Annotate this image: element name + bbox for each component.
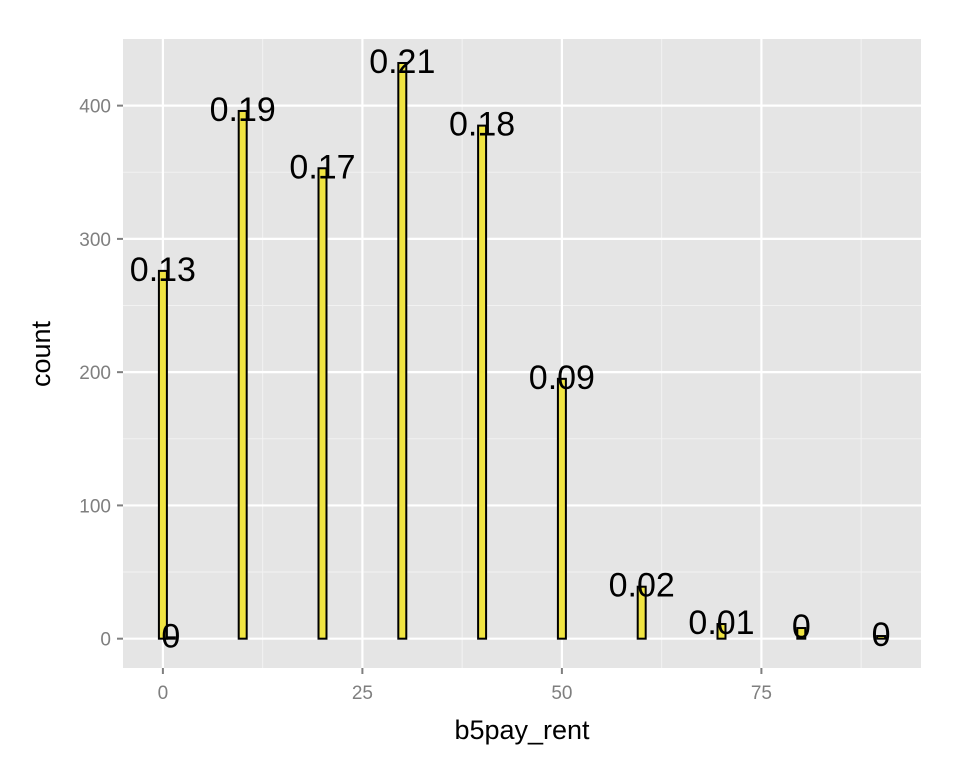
bars	[157, 61, 887, 640]
bar	[876, 635, 887, 640]
y-tick-label: 100	[79, 496, 111, 517]
y-tick-label: 300	[79, 230, 111, 251]
bar	[397, 61, 408, 640]
x-tick-label: 75	[751, 683, 772, 704]
bar	[157, 269, 168, 640]
bar	[796, 627, 807, 640]
x-tick-label: 0	[158, 683, 169, 704]
bar	[716, 623, 727, 640]
bar-value-label: 0	[161, 617, 180, 655]
bar-value-label: 0.21	[369, 43, 435, 81]
bar	[165, 636, 176, 640]
x-tick-label: 25	[352, 683, 373, 704]
bar	[636, 585, 647, 640]
data-labels: 0.13 0 0.19 0.17 0.21 0.18 0.09 0.02 0.01 0 0	[130, 43, 891, 655]
bar	[556, 377, 567, 640]
bar-value-label: 0.19	[210, 91, 276, 129]
bar-value-label: 0.18	[449, 106, 515, 144]
bar	[477, 124, 488, 640]
bar-value-label: 0.02	[609, 567, 675, 605]
axis-ticks: 0 25 50 75 0 100 200 300 400	[79, 97, 772, 704]
bar-value-label: 0	[792, 608, 811, 646]
x-tick-label: 50	[551, 683, 572, 704]
bar-value-label: 0	[872, 616, 891, 654]
bar	[237, 109, 248, 640]
plot-panel	[123, 39, 921, 668]
bar-value-label: 0.01	[688, 604, 754, 642]
x-axis-title: b5pay_rent	[454, 715, 590, 745]
y-axis-title: count	[26, 320, 56, 387]
y-tick-label: 0	[100, 630, 111, 651]
bar	[317, 167, 328, 640]
y-tick-label: 200	[79, 363, 111, 384]
y-tick-label: 400	[79, 97, 111, 118]
bar-value-label: 0.17	[289, 148, 355, 186]
bar-value-label: 0.13	[130, 251, 196, 289]
bar-value-label: 0.09	[529, 359, 595, 397]
